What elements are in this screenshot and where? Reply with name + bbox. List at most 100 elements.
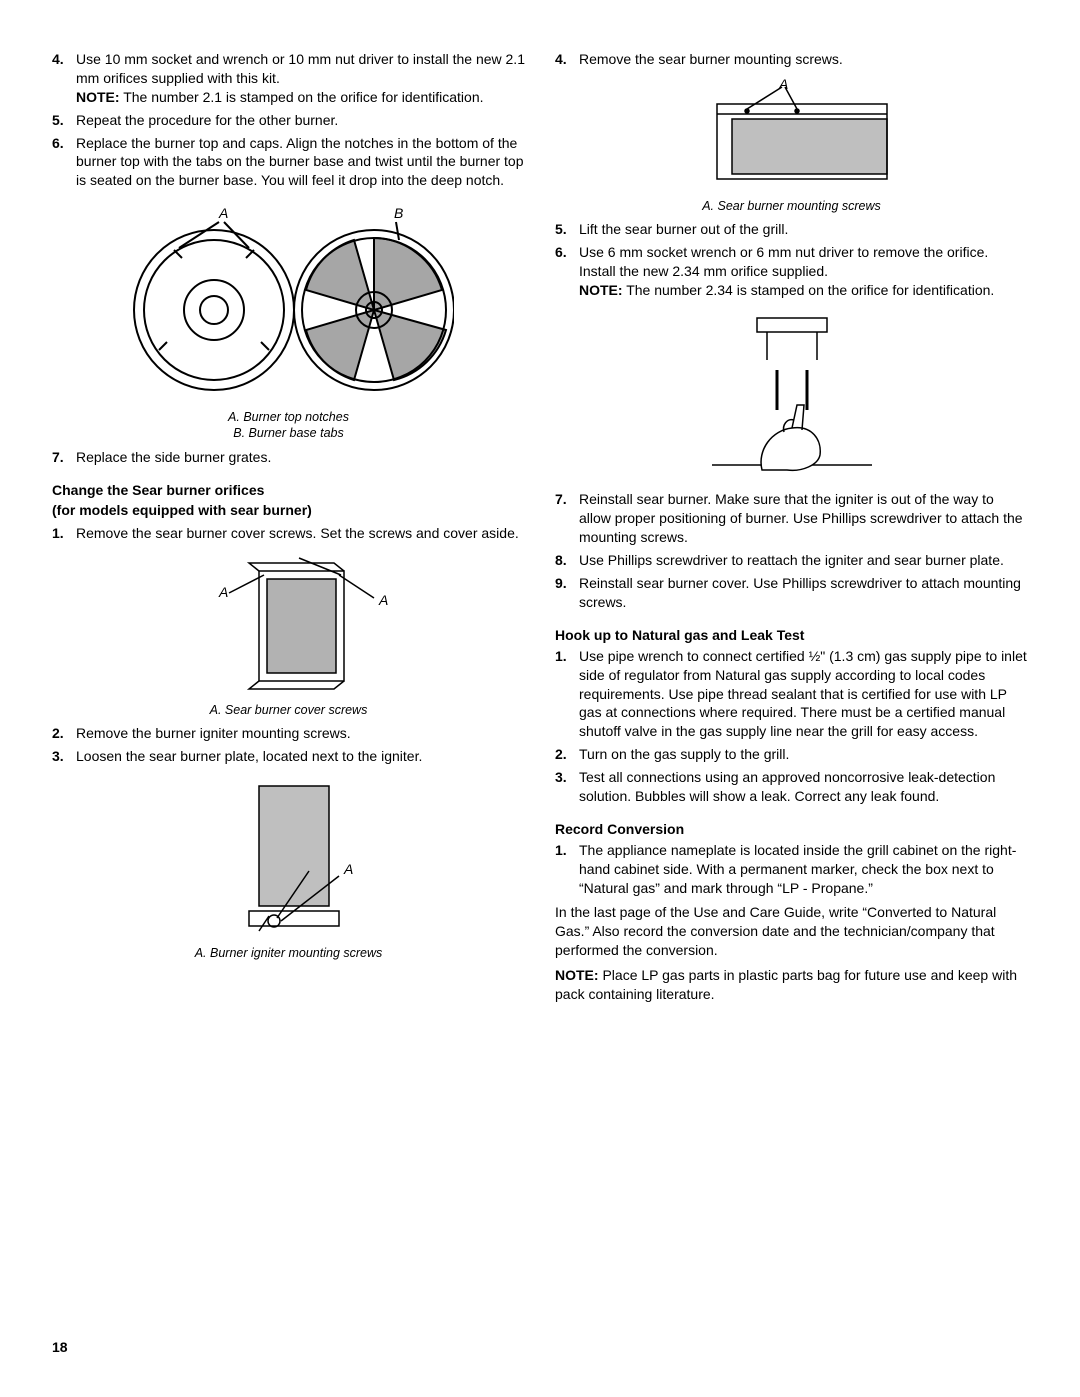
list-item: 4. Use 10 mm socket and wrench or 10 mm …	[52, 50, 525, 107]
right-steps-1: 4. Remove the sear burner mounting screw…	[555, 50, 1028, 69]
step-text: Remove the sear burner mounting screws.	[579, 50, 1028, 69]
step-number: 7.	[555, 490, 579, 547]
list-item: 7. Reinstall sear burner. Make sure that…	[555, 490, 1028, 547]
list-item: 9. Reinstall sear burner cover. Use Phil…	[555, 574, 1028, 612]
record-paragraph: In the last page of the Use and Care Gui…	[555, 903, 1028, 960]
list-item: 6. Replace the burner top and caps. Alig…	[52, 134, 525, 191]
step-number: 2.	[555, 745, 579, 764]
list-item: 3. Loosen the sear burner plate, located…	[52, 747, 525, 766]
step-number: 3.	[52, 747, 76, 766]
left-steps-1: 4. Use 10 mm socket and wrench or 10 mm …	[52, 50, 525, 190]
burner-diagram-icon: A B	[124, 200, 454, 400]
step-number: 6.	[52, 134, 76, 191]
record-note: NOTE: Place LP gas parts in plastic part…	[555, 966, 1028, 1004]
callout-a: A	[778, 79, 788, 92]
list-item: 2. Turn on the gas supply to the grill.	[555, 745, 1028, 764]
figure-burner-notches: A B	[52, 200, 525, 441]
record-steps: 1. The appliance nameplate is located in…	[555, 841, 1028, 898]
step-text: Turn on the gas supply to the grill.	[579, 745, 1028, 764]
sear-cover-diagram-icon: A A	[159, 553, 419, 693]
step-text: Test all connections using an approved n…	[579, 768, 1028, 806]
figure-orifice-removal	[555, 310, 1028, 485]
left-column: 4. Use 10 mm socket and wrench or 10 mm …	[52, 50, 525, 1004]
list-item: 8. Use Phillips screwdriver to reattach …	[555, 551, 1028, 570]
step-number: 4.	[52, 50, 76, 107]
step-number: 1.	[52, 524, 76, 543]
list-item: 6. Use 6 mm socket wrench or 6 mm nut dr…	[555, 243, 1028, 300]
note-label: NOTE:	[76, 89, 120, 105]
step-text: Repeat the procedure for the other burne…	[76, 111, 525, 130]
step-number: 6.	[555, 243, 579, 300]
right-steps-2: 5. Lift the sear burner out of the grill…	[555, 220, 1028, 300]
list-item: 3. Test all connections using an approve…	[555, 768, 1028, 806]
sear-steps-1: 1. Remove the sear burner cover screws. …	[52, 524, 525, 543]
figure-mounting-screws: A A. Sear burner mounting screws	[555, 79, 1028, 214]
step-text: Replace the burner top and caps. Align t…	[76, 134, 525, 191]
step-number: 7.	[52, 448, 76, 467]
figure-sear-cover: A A A. Sear burner cover screws	[52, 553, 525, 718]
list-item: 5. Lift the sear burner out of the grill…	[555, 220, 1028, 239]
step-number: 5.	[52, 111, 76, 130]
right-steps-3: 7. Reinstall sear burner. Make sure that…	[555, 490, 1028, 611]
note-text: Place LP gas parts in plastic parts bag …	[555, 967, 1017, 1002]
step-number: 2.	[52, 724, 76, 743]
figure-caption: A. Sear burner mounting screws	[555, 198, 1028, 214]
list-item: 2. Remove the burner igniter mounting sc…	[52, 724, 525, 743]
sear-steps-2: 2. Remove the burner igniter mounting sc…	[52, 724, 525, 766]
note-label: NOTE:	[555, 967, 599, 983]
step-text: Use 6 mm socket wrench or 6 mm nut drive…	[579, 244, 988, 279]
figure-caption: A. Burner igniter mounting screws	[52, 945, 525, 961]
right-column: 4. Remove the sear burner mounting screw…	[555, 50, 1028, 1004]
list-item: 4. Remove the sear burner mounting screw…	[555, 50, 1028, 69]
step-text: Use pipe wrench to connect certified ½" …	[579, 647, 1028, 741]
section-heading-sear: Change the Sear burner orifices	[52, 481, 525, 500]
section-heading-record: Record Conversion	[555, 820, 1028, 839]
left-steps-2: 7. Replace the side burner grates.	[52, 448, 525, 467]
callout-a: A	[218, 205, 228, 221]
step-text: Remove the burner igniter mounting screw…	[76, 724, 525, 743]
mounting-screws-diagram-icon: A	[687, 79, 897, 189]
step-number: 3.	[555, 768, 579, 806]
list-item: 5. Repeat the procedure for the other bu…	[52, 111, 525, 130]
step-body: Use 6 mm socket wrench or 6 mm nut drive…	[579, 243, 1028, 300]
step-number: 5.	[555, 220, 579, 239]
step-text: Remove the sear burner cover screws. Set…	[76, 524, 525, 543]
figure-caption: A. Sear burner cover screws	[52, 702, 525, 718]
step-text: Replace the side burner grates.	[76, 448, 525, 467]
step-text: The appliance nameplate is located insid…	[579, 841, 1028, 898]
list-item: 7. Replace the side burner grates.	[52, 448, 525, 467]
note-label: NOTE:	[579, 282, 623, 298]
step-text: Reinstall sear burner cover. Use Phillip…	[579, 574, 1028, 612]
step-body: Use 10 mm socket and wrench or 10 mm nut…	[76, 50, 525, 107]
section-heading-hookup: Hook up to Natural gas and Leak Test	[555, 626, 1028, 645]
caption-line: A. Burner top notches	[228, 410, 349, 424]
step-number: 8.	[555, 551, 579, 570]
step-number: 4.	[555, 50, 579, 69]
section-subheading-sear: (for models equipped with sear burner)	[52, 501, 525, 520]
step-text: Use Phillips screwdriver to reattach the…	[579, 551, 1028, 570]
callout-a: A	[343, 861, 353, 877]
figure-caption: A. Burner top notches B. Burner base tab…	[52, 409, 525, 442]
callout-b: B	[394, 205, 403, 221]
step-text: Loosen the sear burner plate, located ne…	[76, 747, 525, 766]
page-number: 18	[52, 1338, 68, 1357]
igniter-diagram-icon: A	[189, 776, 389, 936]
orifice-hand-diagram-icon	[702, 310, 882, 480]
step-number: 1.	[555, 647, 579, 741]
list-item: 1. The appliance nameplate is located in…	[555, 841, 1028, 898]
list-item: 1. Remove the sear burner cover screws. …	[52, 524, 525, 543]
callout-a: A	[218, 584, 228, 600]
list-item: 1. Use pipe wrench to connect certified …	[555, 647, 1028, 741]
step-number: 1.	[555, 841, 579, 898]
hookup-steps: 1. Use pipe wrench to connect certified …	[555, 647, 1028, 806]
figure-igniter: A A. Burner igniter mounting screws	[52, 776, 525, 961]
callout-a2: A	[378, 592, 388, 608]
step-text: Reinstall sear burner. Make sure that th…	[579, 490, 1028, 547]
step-number: 9.	[555, 574, 579, 612]
step-text: Use 10 mm socket and wrench or 10 mm nut…	[76, 51, 525, 86]
caption-line: B. Burner base tabs	[233, 426, 343, 440]
step-text: Lift the sear burner out of the grill.	[579, 220, 1028, 239]
two-column-layout: 4. Use 10 mm socket and wrench or 10 mm …	[52, 50, 1028, 1004]
note-text: The number 2.1 is stamped on the orifice…	[123, 89, 483, 105]
note-text: The number 2.34 is stamped on the orific…	[626, 282, 994, 298]
